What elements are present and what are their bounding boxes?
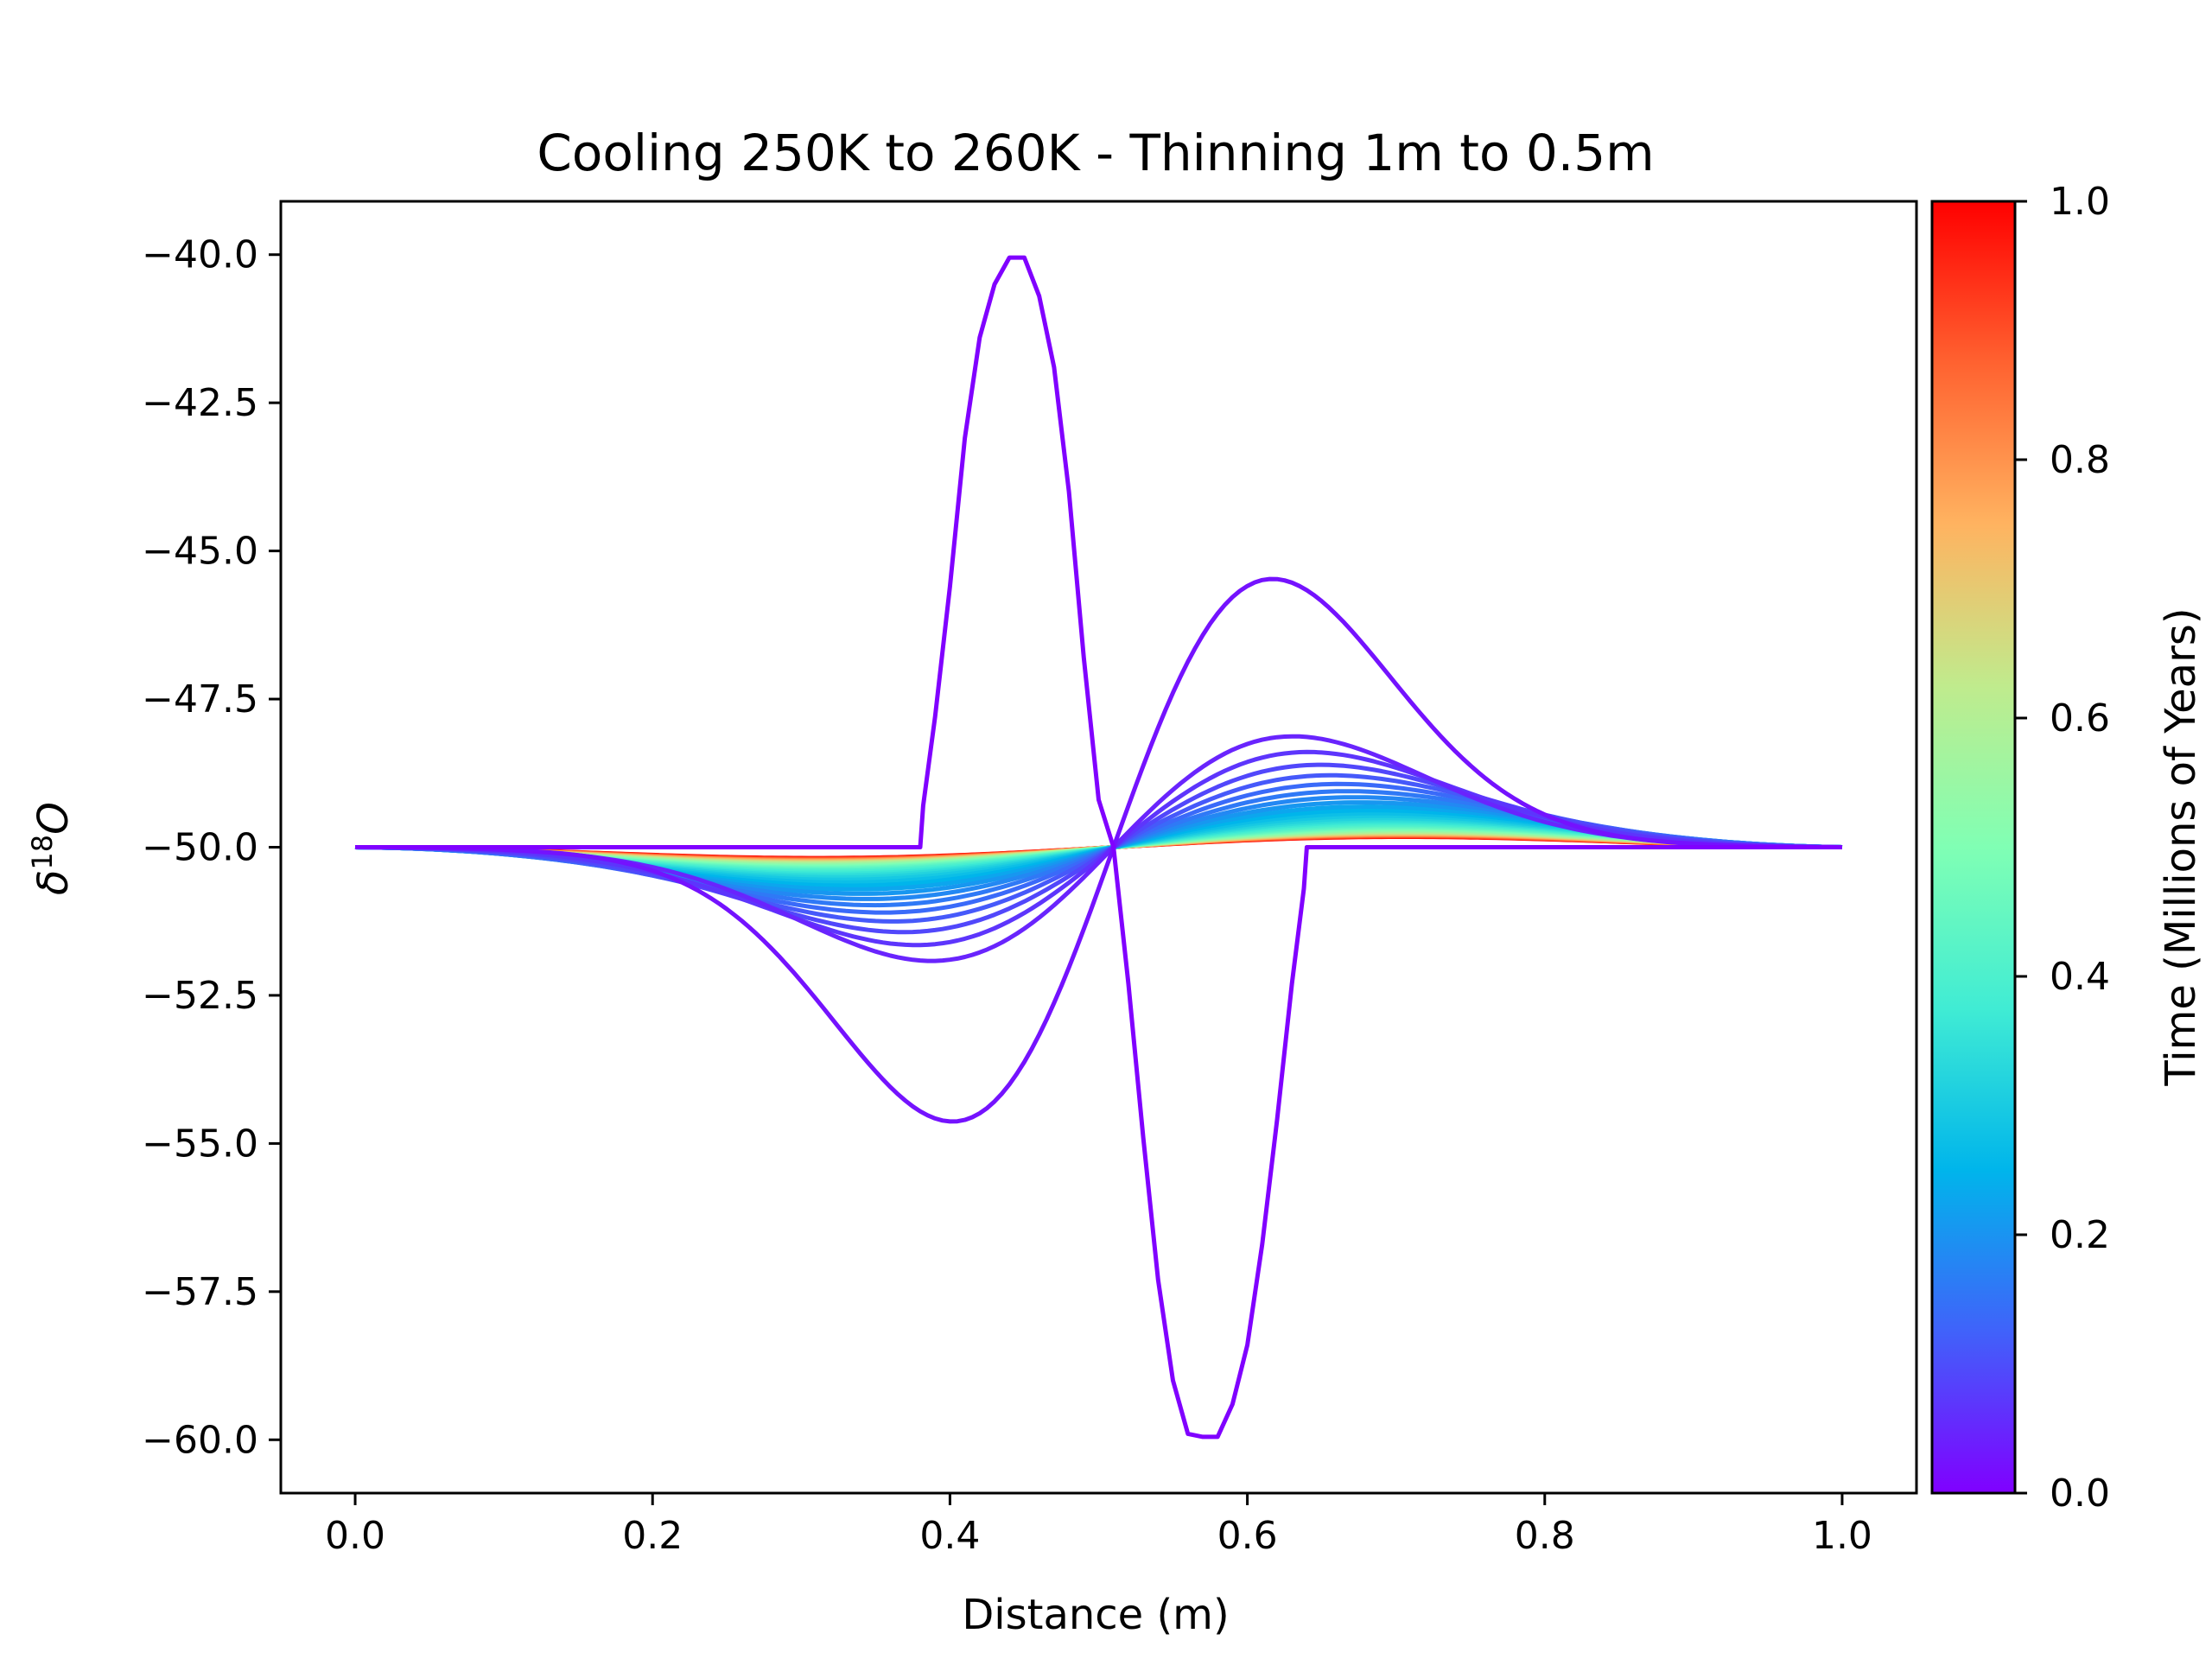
x-tick-label: 0.0 (325, 1514, 385, 1558)
x-tick-label: 0.6 (1217, 1514, 1278, 1558)
colorbar (1930, 200, 2017, 1495)
x-axis-ticks: 0.0 0.2 0.4 0.6 0.8 1.0 (325, 1493, 1872, 1558)
x-tick-label: 0.2 (622, 1514, 683, 1558)
colorbar-tick-label: 0.2 (2050, 1213, 2110, 1257)
colorbar-tick-label: 0.8 (2050, 438, 2110, 482)
y-tick-label: −55.0 (142, 1122, 258, 1166)
y-tick-label: −50.0 (142, 826, 258, 870)
x-tick-label: 1.0 (1812, 1514, 1872, 1558)
y-axis-label-superscript: 18 (26, 835, 59, 870)
y-tick-label: −47.5 (142, 677, 258, 721)
colorbar-tick-label: 0.0 (2050, 1471, 2110, 1516)
y-tick-label: −40.0 (142, 233, 258, 277)
y-tick-label: −60.0 (142, 1418, 258, 1462)
y-tick-label: −52.5 (142, 974, 258, 1018)
x-tick-label: 0.8 (1515, 1514, 1575, 1558)
plot-series-group (354, 255, 1843, 1440)
series-line (355, 749, 1843, 948)
y-axis-label-base: δ (29, 870, 78, 895)
colorbar-tick-label: 0.4 (2050, 955, 2110, 999)
y-tick-label: −57.5 (142, 1270, 258, 1314)
y-axis-label-tail: O (29, 802, 78, 835)
x-axis-label: Distance (m) (962, 1591, 1229, 1639)
x-tick-label: 0.4 (919, 1514, 980, 1558)
colorbar-tick-label: 1.0 (2050, 180, 2110, 224)
y-axis-label: δ18O (26, 802, 78, 895)
series-line-initial (355, 255, 1842, 1440)
y-tick-label: −42.5 (142, 381, 258, 425)
chart-title: Cooling 250K to 260K - Thinning 1m to 0.… (537, 124, 1654, 182)
colorbar-ticks: 0.0 0.2 0.4 0.6 0.8 1.0 (2015, 180, 2110, 1516)
y-axis-ticks: −40.0 −42.5 −45.0 −47.5 −50.0 −52.5 −55.0 −57.5… (142, 233, 281, 1462)
colorbar-tick-label: 0.6 (2050, 696, 2110, 741)
series-line (355, 576, 1842, 1124)
y-tick-label: −45.0 (142, 530, 258, 574)
colorbar-label: Time (Millions of Years) (2157, 607, 2205, 1086)
